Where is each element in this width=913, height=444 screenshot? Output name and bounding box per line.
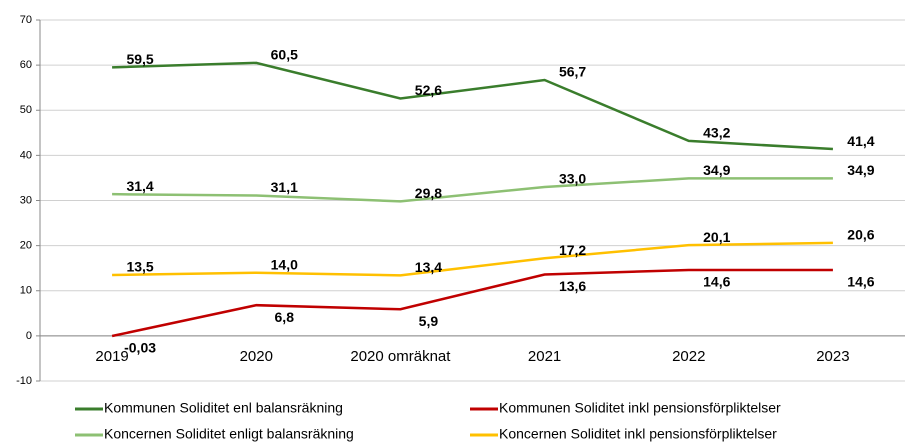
data-label: 59,5 [126,51,153,67]
data-label: 14,6 [847,274,874,290]
y-tick-label: 70 [20,14,32,26]
y-tick-label: 20 [20,240,32,252]
data-label: 52,6 [415,82,442,98]
data-label: 33,0 [559,171,586,187]
data-label: 14,0 [271,256,298,272]
data-label: 6,8 [275,309,295,325]
data-label: 43,2 [703,125,730,141]
data-label: 31,1 [271,179,298,195]
data-label: 5,9 [419,313,439,329]
x-tick-label: 2023 [816,348,849,365]
x-tick-label: 2019 [95,348,128,365]
y-tick-label: 50 [20,104,32,116]
data-label: 20,6 [847,227,874,243]
data-label: 60,5 [271,47,298,63]
x-tick-label: 2020 omräknat [350,348,451,365]
x-tick-label: 2020 [240,348,273,365]
y-tick-label: 0 [26,330,32,342]
y-tick-label: 30 [20,194,32,206]
legend-label: Koncernen Soliditet inkl pensionsförplik… [499,426,777,442]
x-tick-label: 2021 [528,348,561,365]
y-tick-label: 60 [20,59,32,71]
data-label: 34,9 [847,162,874,178]
legend-label: Kommunen Soliditet inkl pensionsförplikt… [499,400,781,416]
y-tick-label: 40 [20,149,32,161]
data-label: 17,2 [559,242,586,258]
data-label: 20,1 [703,229,730,245]
series-line [111,268,833,338]
data-label: 29,8 [415,185,442,201]
data-label: 13,4 [415,259,442,275]
series-line [112,61,833,151]
y-tick-label: 10 [20,285,32,297]
legend-label: Koncernen Soliditet enligt balansräkning [104,426,354,442]
data-label: 13,6 [559,278,586,294]
data-label: 56,7 [559,64,586,80]
series-line [112,241,833,277]
x-tick-label: 2022 [672,348,705,365]
series-line [112,177,833,203]
data-label: 31,4 [126,178,153,194]
legend-label: Kommunen Soliditet enl balansräkning [104,400,343,416]
y-tick-label: -10 [16,375,32,387]
data-label: -0,03 [124,340,156,356]
data-label: 13,5 [126,259,153,275]
data-label: 41,4 [847,133,874,149]
data-label: 14,6 [703,274,730,290]
data-label: 34,9 [703,162,730,178]
